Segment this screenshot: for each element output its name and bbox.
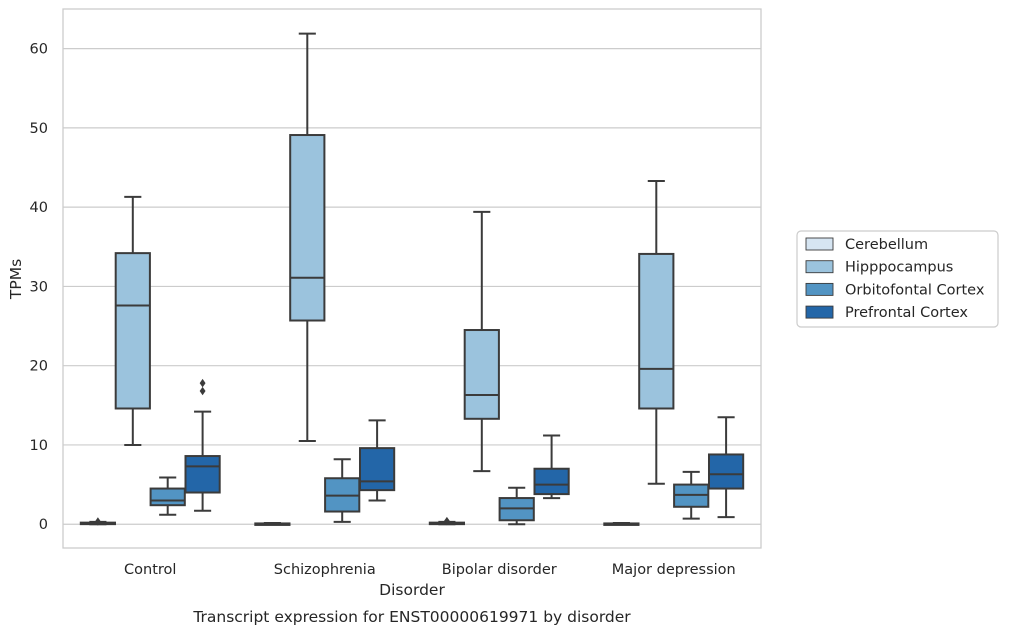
legend-swatch xyxy=(805,282,834,296)
box-0-3 xyxy=(184,378,221,512)
box-0-2 xyxy=(149,476,186,516)
grid-lines xyxy=(63,48,761,525)
legend-label: Prefrontal Cortex xyxy=(845,305,968,321)
plot-area xyxy=(79,32,745,526)
box-1-1 xyxy=(289,32,326,442)
box-0-1 xyxy=(114,195,151,446)
chart-caption: Transcript expression for ENST0000061997… xyxy=(192,608,631,626)
x-tick-label: Bipolar disorder xyxy=(442,562,557,578)
box-1-0 xyxy=(254,522,291,526)
x-axis: Control Schizophrenia Bipolar disorder Majo… xyxy=(124,562,736,578)
x-tick-label: Major depression xyxy=(612,562,736,578)
box-body xyxy=(707,453,745,490)
legend-label: Hipppocampus xyxy=(845,260,953,276)
legend-frame xyxy=(796,230,999,328)
box-0-0 xyxy=(79,517,117,526)
legend-label: Cerebellum xyxy=(845,237,928,253)
box-body xyxy=(184,455,221,494)
box-body xyxy=(463,329,500,420)
legend-swatch xyxy=(805,305,834,319)
box-1-3 xyxy=(358,419,396,502)
y-tick-label: 0 xyxy=(39,517,48,533)
y-axis: 0 10 20 30 40 50 60 xyxy=(30,42,48,534)
x-tick-label: Schizophrenia xyxy=(274,562,376,578)
legend-swatch xyxy=(805,237,834,251)
outlier-marker xyxy=(199,378,206,388)
box-body xyxy=(114,252,151,410)
y-axis-label: TPMs xyxy=(7,259,25,300)
legend: Cerebellum Hipppocampus Orbitofontal Corte… xyxy=(796,230,999,328)
legend-label: Orbitofontal Cortex xyxy=(845,282,985,298)
y-tick-label: 50 xyxy=(30,121,48,137)
box-body xyxy=(638,252,675,410)
axes-frame xyxy=(62,8,762,549)
legend-swatch xyxy=(805,260,834,274)
y-tick-label: 30 xyxy=(30,279,48,295)
y-tick-label: 60 xyxy=(30,42,48,58)
y-tick-label: 20 xyxy=(30,359,48,375)
box-3-2 xyxy=(673,470,710,520)
outlier-marker xyxy=(94,517,101,526)
outlier-marker xyxy=(443,516,450,526)
box-3-0 xyxy=(603,522,640,526)
y-tick-label: 40 xyxy=(30,200,48,216)
outlier-marker xyxy=(199,386,206,396)
box-body xyxy=(289,134,326,322)
box-2-2 xyxy=(498,486,535,526)
x-axis-label: Disorder xyxy=(379,581,445,599)
box-2-0 xyxy=(428,516,466,526)
box-1-2 xyxy=(324,458,361,523)
box-body xyxy=(149,487,186,507)
box-3-1 xyxy=(638,180,675,485)
y-tick-label: 10 xyxy=(30,438,48,454)
box-body xyxy=(533,467,570,496)
box-2-1 xyxy=(463,210,500,473)
x-tick-label: Control xyxy=(124,562,176,578)
box-3-3 xyxy=(707,416,745,519)
box-2-3 xyxy=(533,434,570,500)
box-body xyxy=(358,447,396,492)
